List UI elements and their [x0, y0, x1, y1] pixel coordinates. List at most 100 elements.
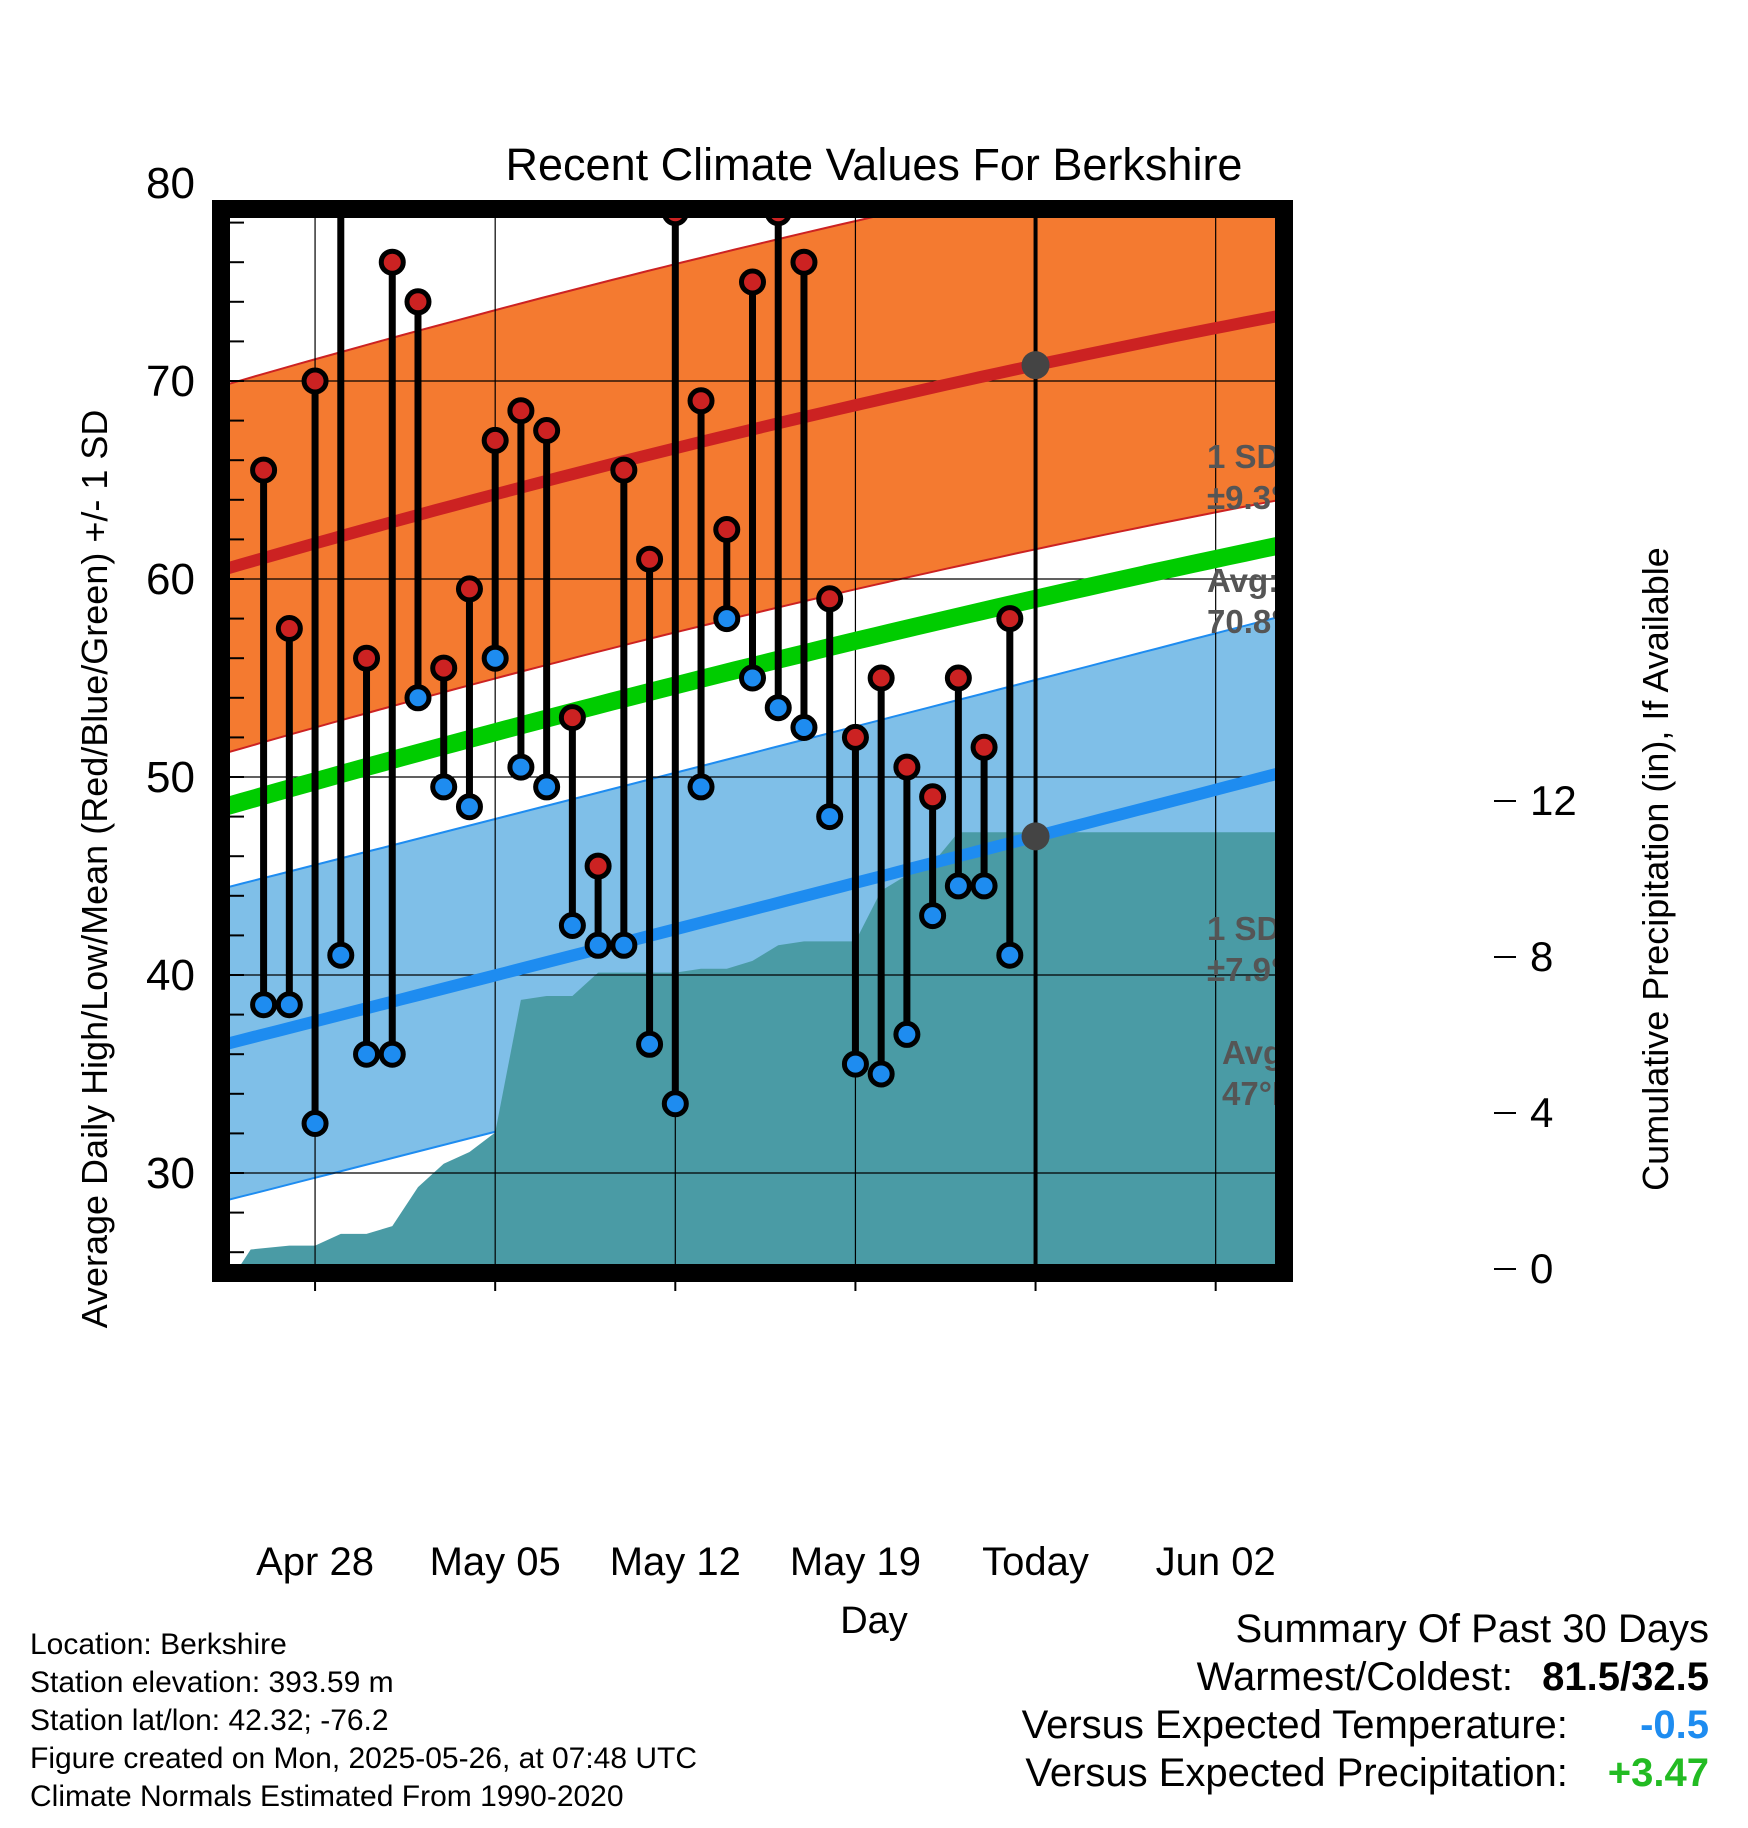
daily-low-point	[430, 773, 458, 801]
y2-tick-label: 8	[1530, 933, 1553, 980]
daily-high-point	[687, 387, 715, 415]
temp-label: Versus Expected Temperature:	[1021, 1703, 1568, 1747]
days-annotation: 30 Days	[1200, 1378, 1286, 1463]
y-tick-label: 60	[146, 555, 195, 604]
daily-low-point	[996, 941, 1024, 969]
daily-low-point	[841, 1050, 869, 1078]
created-text: Figure created on Mon, 2025-05-26, at 07…	[30, 1742, 698, 1775]
daily-high-point	[507, 397, 535, 425]
daily-low-point	[378, 1040, 406, 1068]
x-tick-label: May 05	[430, 1540, 561, 1584]
y-axis-label: Average Daily High/Low/Mean (Red/Blue/Gr…	[74, 410, 115, 1329]
y-tick-label: 70	[146, 357, 195, 406]
low-sd-upper	[225, 615, 1280, 889]
daily-high-point	[584, 852, 612, 880]
warmest-label: Warmest/Coldest:	[1196, 1655, 1514, 1699]
latlon-text: Station lat/lon: 42.32; -76.2	[30, 1704, 389, 1737]
daily-low-point	[584, 931, 612, 959]
x-tick-label: May 19	[790, 1540, 921, 1584]
low-normal-line	[225, 767, 1280, 1051]
x-tick-label: May 12	[610, 1540, 741, 1584]
daily-high-point	[430, 654, 458, 682]
daily-low-point	[610, 931, 638, 959]
elevation-text: Station elevation: 393.59 m	[30, 1666, 394, 1699]
x-axis-label: Day	[840, 1600, 908, 1642]
low-avg-marker	[1021, 822, 1050, 851]
daily-low-point	[353, 1040, 381, 1068]
normals-text: Climate Normals Estimated From 1990-2020	[30, 1780, 624, 1813]
y2-tick-label: 12	[1530, 777, 1577, 824]
temp-value: -0.5	[1640, 1703, 1709, 1747]
location-text: Location: Berkshire	[30, 1628, 287, 1661]
daily-low-point	[507, 753, 535, 781]
daily-high-point	[558, 704, 586, 732]
daily-low-point	[558, 912, 586, 939]
x-tick-label: Jun 02	[1156, 1540, 1276, 1584]
daily-high-point	[636, 545, 664, 573]
high-avg-annotation: Avg: 70.8°F	[1207, 562, 1305, 640]
warmest-row: Warmest/Coldest: 81.5/32.5	[1022, 1653, 1709, 1701]
y2-tick-label: 0	[1530, 1245, 1553, 1292]
daily-low-point	[970, 872, 998, 900]
daily-high-point	[404, 288, 432, 316]
plot-area: 1 SD: ±9.3°F Avg: 70.8°F 1 SD: ±7.9°F Avg: 47°F…	[225, 142, 1305, 1463]
precip-row: Versus Expected Precipitation: +3.47	[1022, 1749, 1709, 1797]
daily-high-point	[533, 417, 561, 444]
daily-low-point	[327, 941, 355, 969]
daily-high-point	[275, 615, 303, 642]
y2-tick-label: 4	[1530, 1089, 1553, 1136]
daily-high-point	[816, 585, 844, 613]
daily-high-point	[944, 664, 972, 692]
daily-high-point	[970, 733, 998, 761]
daily-high-point	[739, 268, 766, 296]
high-sd-upper	[225, 213, 896, 386]
y-tick-label: 40	[146, 951, 195, 1000]
daily-high-point	[301, 367, 329, 395]
chart-title: Recent Climate Values For Berkshire	[506, 139, 1243, 190]
precip-area	[237, 832, 1280, 1269]
low-avg-annotation: Avg: 47°F	[1222, 1034, 1294, 1112]
high-avg-marker	[1021, 351, 1050, 380]
daily-high-point	[841, 723, 869, 751]
daily-high-point	[455, 575, 483, 603]
daily-low-point	[455, 793, 483, 821]
daily-low-point	[764, 694, 792, 722]
y-tick-label: 30	[146, 1149, 195, 1198]
daily-high-point	[919, 783, 947, 811]
daily-high-point	[378, 248, 406, 276]
daily-high-point	[996, 605, 1024, 633]
daily-low-point	[661, 1090, 689, 1118]
daily-high-point	[790, 248, 818, 276]
x-tick-label: Today	[982, 1540, 1089, 1584]
daily-low-point	[275, 991, 303, 1019]
precip-value: +3.47	[1607, 1751, 1709, 1795]
daily-low-point	[944, 872, 972, 900]
y-tick-label: 80	[146, 159, 195, 208]
daily-high-point	[610, 456, 638, 484]
daily-low-point	[301, 1110, 329, 1137]
y-tick-label: 50	[146, 753, 195, 802]
precip-label: Versus Expected Precipitation:	[1025, 1751, 1568, 1795]
temp-row: Versus Expected Temperature: -0.5	[1022, 1701, 1709, 1749]
plot-frame	[212, 200, 1293, 1282]
daily-high-point	[867, 664, 895, 692]
daily-low-point	[816, 803, 844, 831]
daily-low-point	[636, 1030, 664, 1058]
daily-high-point	[250, 456, 278, 484]
summary-panel: Summary Of Past 30 Days Warmest/Coldest:…	[1022, 1605, 1709, 1797]
daily-low-point	[481, 644, 509, 672]
low-sd-annotation: 1 SD: ±7.9°F	[1207, 910, 1304, 988]
y2-axis-label: Cumulative Precipitation (in), If Availa…	[1635, 547, 1676, 1191]
daily-high-point	[893, 753, 921, 781]
daily-high-point	[330, 142, 352, 164]
daily-low-point	[739, 664, 766, 692]
daily-high-point	[481, 426, 509, 454]
daily-low-point	[713, 605, 741, 633]
daily-low-point	[919, 902, 947, 930]
daily-low-point	[404, 684, 432, 712]
daily-low-point	[687, 773, 715, 801]
warmest-value: 81.5/32.5	[1542, 1655, 1709, 1699]
summary-title: Summary Of Past 30 Days	[1235, 1607, 1709, 1651]
station-info: Location: Berkshire Station elevation: 3…	[30, 1626, 697, 1816]
